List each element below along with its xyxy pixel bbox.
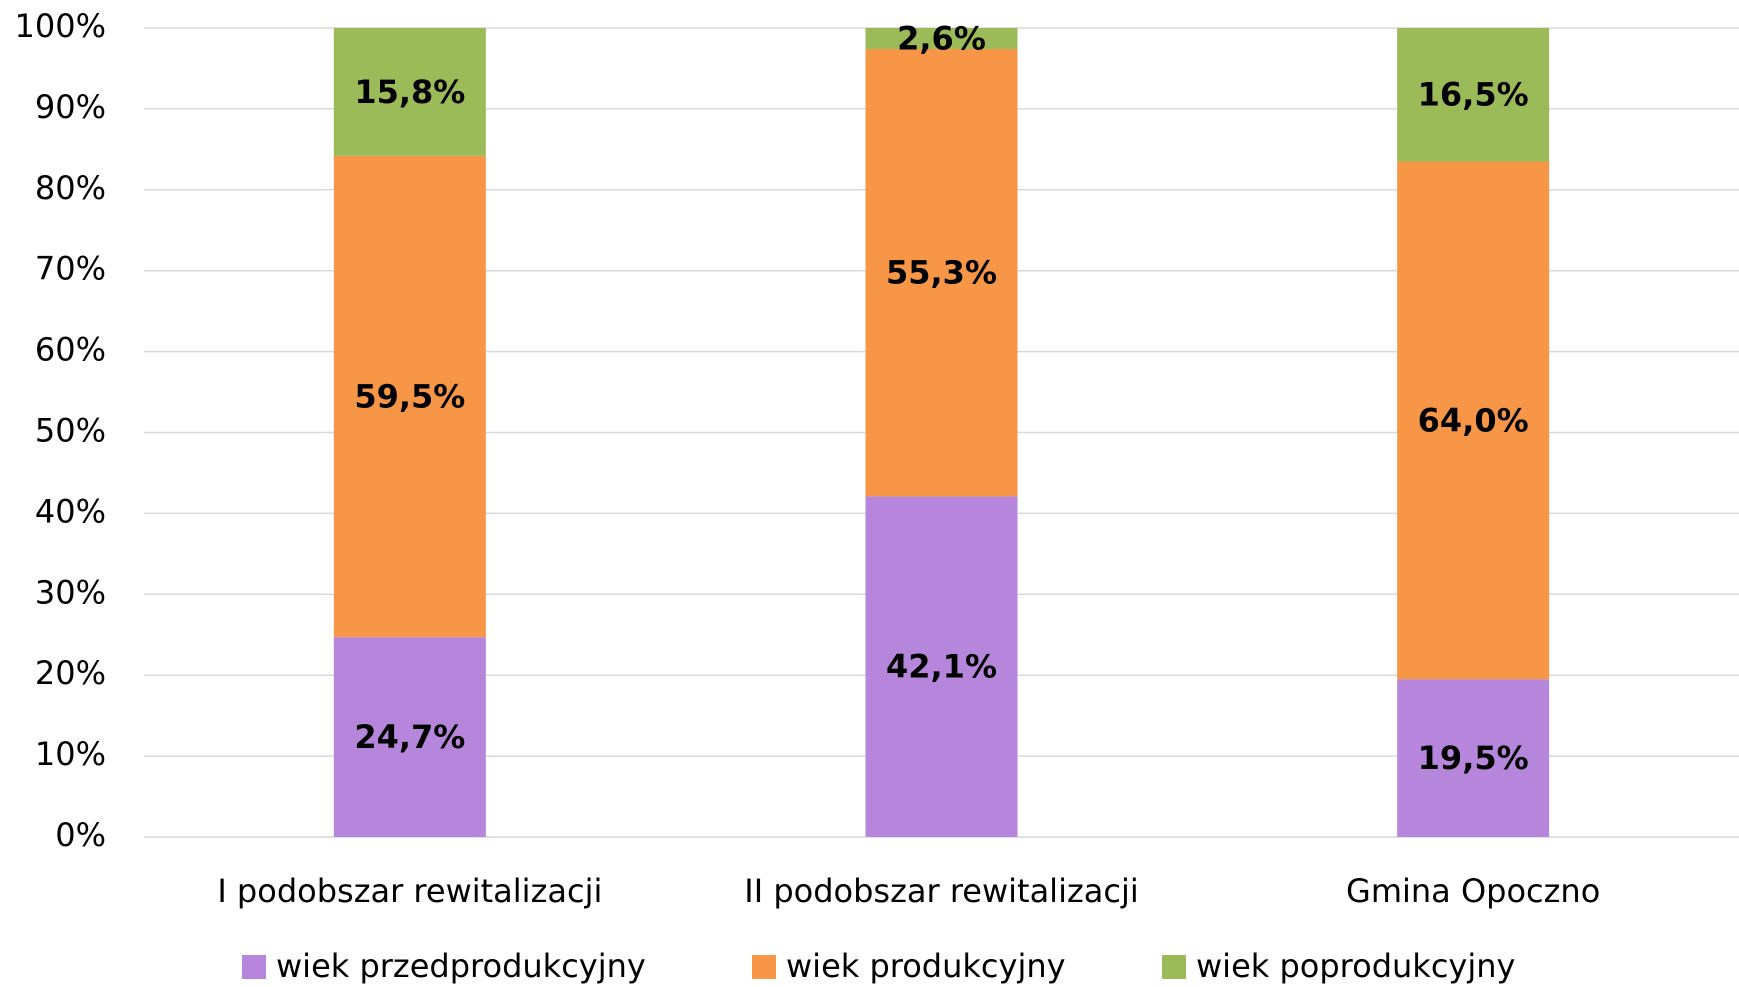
y-tick-label: 50% [35,412,106,450]
bar-segment [865,28,1018,50]
y-tick-label: 80% [35,169,106,207]
x-tick-label: II podobszar rewitalizacji [744,872,1138,910]
legend-label: wiek poprodukcyjny [1196,947,1515,985]
data-label: 55,3% [886,254,997,292]
data-label: 24,7% [354,718,465,756]
data-label: 16,5% [1418,76,1529,114]
data-label: 42,1% [886,648,997,686]
bar-segment [333,637,486,837]
data-label: 64,0% [1418,401,1529,439]
y-tick-label: 30% [35,573,106,611]
legend-label: wiek produkcyjny [786,947,1066,985]
legend-swatch [1162,955,1186,979]
data-label: 59,5% [354,377,465,415]
x-tick-label: Gmina Opoczno [1346,872,1600,910]
bar-segment [333,28,486,156]
legend-label: wiek przedprodukcyjny [276,947,646,985]
bar-segment [1397,161,1550,680]
bar-segment [865,496,1018,837]
y-tick-label: 20% [35,654,106,692]
y-tick-label: 0% [55,816,106,854]
legend-swatch [752,955,776,979]
y-tick-label: 100% [15,7,106,45]
y-tick-label: 70% [35,250,106,288]
data-label: 2,6% [897,20,986,58]
legend-swatch [242,955,266,979]
y-tick-label: 40% [35,492,106,530]
data-label: 15,8% [354,73,465,111]
y-tick-label: 10% [35,735,106,773]
data-label: 19,5% [1418,739,1529,777]
bar-segment [1397,28,1550,162]
bar-segment [865,49,1018,497]
y-tick-label: 60% [35,331,106,369]
y-tick-label: 90% [35,88,106,126]
bar-segment [1397,679,1550,837]
bar-segment [333,155,486,638]
x-tick-label: I podobszar rewitalizacji [217,872,602,910]
